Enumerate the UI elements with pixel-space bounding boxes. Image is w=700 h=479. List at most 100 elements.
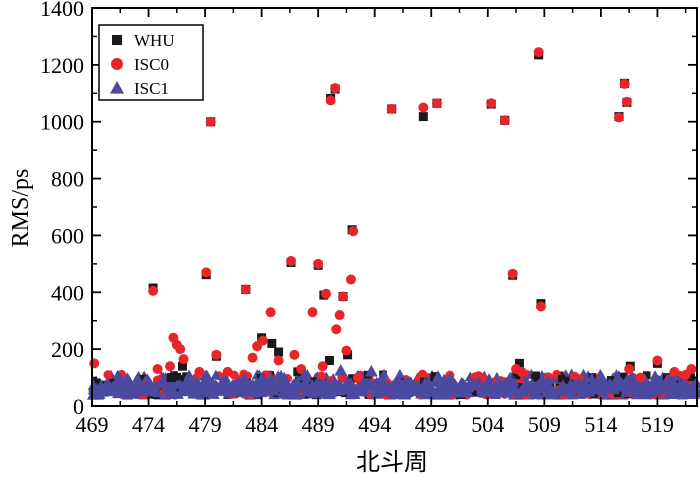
y-tick-label: 200 bbox=[51, 337, 84, 362]
cluster-point-isc1 bbox=[586, 372, 598, 383]
point-isc0 bbox=[386, 103, 397, 114]
cluster-point-isc1 bbox=[341, 376, 353, 387]
cluster-point-whu bbox=[107, 378, 116, 387]
cluster-point-isc1 bbox=[256, 384, 268, 395]
cluster-point-isc1 bbox=[652, 386, 664, 397]
point-isc0 bbox=[619, 78, 630, 89]
cluster-point-isc1 bbox=[500, 383, 512, 394]
point-isc0 bbox=[178, 354, 189, 365]
cluster-point-isc1 bbox=[123, 381, 135, 392]
point-isc0 bbox=[313, 258, 324, 269]
cluster-point-isc1 bbox=[649, 370, 661, 381]
cluster-point-isc1 bbox=[487, 384, 499, 395]
x-tick-label: 504 bbox=[471, 412, 504, 437]
cluster-point-isc1 bbox=[583, 383, 595, 394]
cluster-point-isc1 bbox=[356, 386, 368, 397]
point-isc0 bbox=[211, 349, 222, 360]
cluster-point-whu bbox=[642, 371, 651, 379]
cluster-point-isc1 bbox=[200, 369, 212, 380]
cluster-point-isc1 bbox=[374, 386, 386, 397]
cluster-point-isc1 bbox=[429, 376, 441, 387]
point-isc1 bbox=[238, 372, 252, 385]
cluster-point-isc1 bbox=[418, 384, 430, 395]
cluster-point-isc1 bbox=[596, 384, 608, 395]
point-isc0 bbox=[535, 301, 546, 312]
point-isc0 bbox=[507, 268, 518, 279]
cluster-point-isc1 bbox=[577, 379, 589, 390]
point-isc0 bbox=[418, 102, 429, 113]
cluster-point-isc1 bbox=[232, 384, 244, 395]
cluster-point-whu bbox=[173, 372, 182, 381]
cluster-point-isc1 bbox=[546, 385, 558, 396]
x-tick-label: 469 bbox=[76, 412, 109, 437]
point-whu bbox=[514, 358, 524, 368]
cluster-point-isc1 bbox=[221, 380, 233, 391]
cluster-point-isc1 bbox=[275, 369, 287, 380]
point-whu bbox=[177, 361, 187, 371]
x-tick-label: 474 bbox=[132, 412, 165, 437]
cluster-point-isc1 bbox=[101, 384, 113, 395]
y-tick-label: 1200 bbox=[40, 53, 84, 78]
y-tick-label: 1400 bbox=[40, 0, 84, 21]
cluster-point-isc1 bbox=[267, 384, 279, 395]
cluster-point-isc1 bbox=[662, 382, 674, 393]
point-isc0 bbox=[317, 361, 328, 372]
point-isc0 bbox=[624, 364, 635, 375]
cluster-point-isc1 bbox=[591, 376, 603, 387]
point-isc0 bbox=[321, 288, 332, 299]
x-tick-label: 509 bbox=[528, 412, 561, 437]
legend-label-whu: WHU bbox=[134, 31, 175, 50]
cluster-point-isc1 bbox=[112, 369, 124, 380]
cluster-point-isc1 bbox=[467, 378, 479, 389]
point-whu bbox=[418, 112, 428, 122]
point-isc0 bbox=[686, 364, 697, 375]
x-tick-label: 489 bbox=[302, 412, 335, 437]
cluster-point-isc1 bbox=[87, 384, 99, 395]
point-isc0 bbox=[635, 372, 646, 383]
cluster-point-whu bbox=[512, 371, 521, 380]
point-isc0 bbox=[240, 284, 251, 295]
scatter-points bbox=[89, 47, 697, 385]
cluster-point-isc1 bbox=[370, 379, 382, 390]
point-isc0 bbox=[289, 349, 300, 360]
point-isc1 bbox=[364, 364, 378, 377]
point-isc0 bbox=[205, 116, 216, 127]
point-isc0 bbox=[194, 366, 205, 377]
cluster-point-isc1 bbox=[596, 371, 608, 382]
legend: WHU ISC0 ISC1 bbox=[98, 24, 204, 101]
cluster-point-isc1 bbox=[425, 387, 437, 398]
cluster-point-whu bbox=[348, 374, 356, 382]
cluster-point-isc1 bbox=[518, 386, 530, 397]
cluster-point-isc1 bbox=[535, 376, 547, 387]
point-isc0 bbox=[352, 372, 363, 383]
legend-label-isc0: ISC0 bbox=[134, 55, 169, 74]
legend-marker-whu bbox=[112, 35, 122, 45]
dense-point-cluster bbox=[86, 368, 700, 400]
cluster-point-whu bbox=[469, 388, 478, 397]
cluster-point-isc0 bbox=[103, 370, 113, 380]
cluster-point-isc1 bbox=[548, 373, 560, 384]
point-isc0 bbox=[613, 112, 624, 123]
cluster-point-isc1 bbox=[676, 384, 688, 395]
cluster-point-isc1 bbox=[665, 371, 677, 382]
cluster-point-isc1 bbox=[121, 387, 133, 398]
cluster-point-isc1 bbox=[554, 382, 566, 393]
cluster-point-isc1 bbox=[94, 381, 106, 392]
cluster-point-whu bbox=[179, 375, 188, 383]
cluster-point-isc1 bbox=[200, 386, 212, 397]
point-whu bbox=[274, 347, 284, 357]
cluster-point-isc1 bbox=[328, 380, 340, 391]
cluster-point-isc1 bbox=[631, 377, 643, 388]
point-isc1 bbox=[298, 368, 312, 380]
cluster-point-isc1 bbox=[335, 382, 347, 393]
cluster-point-isc0 bbox=[418, 369, 428, 379]
point-isc0 bbox=[516, 366, 527, 377]
point-isc0 bbox=[341, 345, 352, 356]
point-isc0 bbox=[348, 226, 359, 237]
cluster-point-isc1 bbox=[249, 387, 261, 398]
point-isc0 bbox=[222, 366, 233, 377]
point-isc0 bbox=[334, 310, 345, 321]
cluster-point-isc1 bbox=[400, 376, 412, 387]
cluster-point-isc1 bbox=[386, 384, 398, 395]
